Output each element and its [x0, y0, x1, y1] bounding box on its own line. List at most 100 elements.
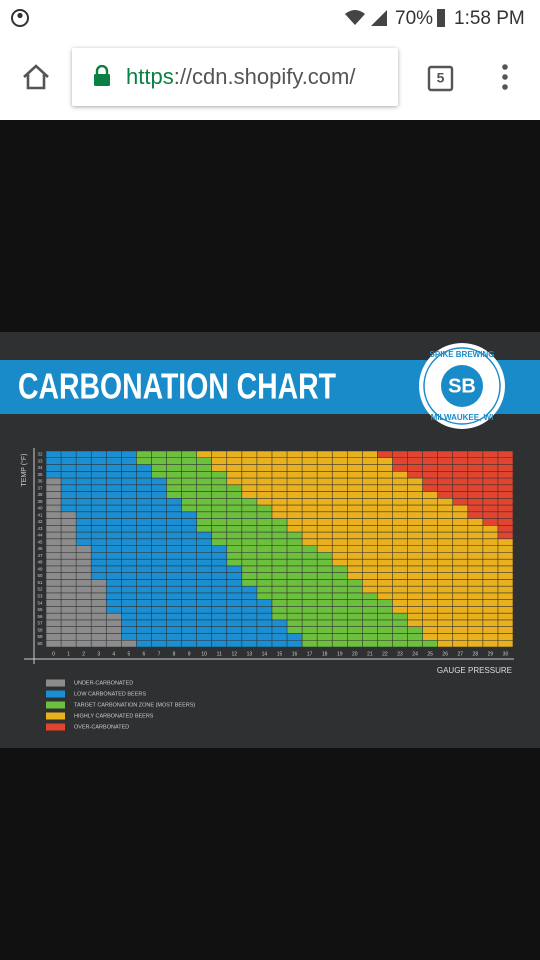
- y-axis-label: TEMP (°F): [20, 453, 28, 486]
- column-label: 14: [262, 651, 268, 657]
- row-label: 60: [37, 641, 43, 646]
- zone-cells: [407, 613, 513, 620]
- column-label: 11: [217, 651, 222, 657]
- row-label: 52: [37, 587, 43, 592]
- zone-cells: [166, 484, 242, 492]
- zone-cells: [437, 491, 513, 499]
- row-label: 39: [37, 499, 43, 504]
- zone-cells: [46, 565, 92, 573]
- column-label: 27: [457, 651, 463, 657]
- zone-cells: [46, 471, 152, 479]
- column-label: 22: [382, 651, 388, 657]
- zone-cells: [46, 633, 122, 641]
- column-label: 30: [503, 651, 509, 657]
- zone-cells: [287, 518, 483, 526]
- zone-cells: [91, 545, 227, 553]
- zone-cells: [437, 640, 513, 647]
- column-label: 29: [488, 651, 494, 657]
- row-label: 34: [37, 465, 43, 470]
- zone-cells: [181, 498, 257, 506]
- logo-inner: [441, 365, 483, 407]
- column-label: 7: [158, 651, 161, 657]
- zone-cells: [497, 525, 513, 533]
- column-label: 5: [127, 651, 130, 657]
- column-label: 9: [188, 651, 191, 657]
- row-label: 54: [37, 600, 43, 605]
- menu-dot[interactable]: [502, 64, 508, 70]
- zone-cells: [61, 478, 167, 485]
- zone-cells: [347, 565, 513, 573]
- row-label: 32: [37, 452, 43, 457]
- zone-cells: [121, 619, 288, 627]
- column-label: 4: [112, 651, 115, 657]
- zone-cells: [377, 592, 513, 600]
- row-label: 36: [37, 479, 43, 484]
- menu-dot[interactable]: [502, 84, 508, 90]
- legend-label: TARGET CARBONATION ZONE (MOST BEERS): [74, 702, 195, 708]
- zone-cells: [226, 559, 333, 566]
- zone-cells: [226, 552, 333, 560]
- toolbar-icons: 5: [23, 64, 508, 92]
- zone-cells: [196, 511, 272, 519]
- zone-cells: [497, 532, 513, 539]
- logo-initials: SB: [448, 375, 476, 397]
- zone-cells: [46, 491, 62, 499]
- zone-cells: [91, 559, 227, 566]
- battery-icon: [437, 9, 445, 27]
- column-label: 6: [143, 651, 146, 657]
- legend-swatch: [46, 701, 65, 709]
- row-label: 53: [37, 593, 43, 598]
- zone-cells: [241, 565, 348, 573]
- zone-cells: [271, 613, 408, 620]
- zone-cells: [46, 619, 122, 627]
- legend-swatch: [46, 723, 65, 731]
- zone-cells: [106, 599, 272, 607]
- zone-cells: [241, 491, 438, 499]
- zone-cells: [91, 552, 227, 560]
- zone-cells: [46, 478, 62, 485]
- column-label: 24: [412, 651, 418, 657]
- row-label: 41: [37, 512, 43, 517]
- zone-cells: [256, 586, 363, 593]
- column-label: 28: [473, 651, 479, 657]
- tabs-button[interactable]: [427, 65, 454, 92]
- zone-cells: [106, 579, 242, 587]
- row-label: 47: [37, 553, 43, 558]
- row-label: 45: [37, 539, 43, 544]
- column-label: 20: [352, 651, 358, 657]
- zone-cells: [241, 572, 348, 580]
- zone-cells: [166, 491, 242, 499]
- column-label: 12: [232, 651, 238, 657]
- menu-dot[interactable]: [502, 74, 508, 80]
- row-label: 42: [37, 519, 43, 524]
- column-label: 25: [427, 651, 433, 657]
- column-label: 2: [82, 651, 85, 657]
- x-axis-label: GAUGE PRESSURE: [437, 666, 512, 675]
- legend-swatch: [46, 679, 65, 687]
- row-label: 37: [37, 485, 43, 490]
- row-label: 33: [37, 458, 43, 463]
- logo-ring: [423, 347, 501, 425]
- row-label: 38: [37, 492, 43, 497]
- url-bar[interactable]: https://cdn.shopify.com/: [72, 48, 398, 106]
- row-label: 56: [37, 614, 43, 619]
- column-label: 1: [67, 651, 70, 657]
- column-label: 21: [367, 651, 373, 657]
- zone-cells: [302, 532, 498, 539]
- row-label: 43: [37, 526, 43, 531]
- zone-cells: [347, 572, 513, 580]
- zone-cells: [46, 552, 92, 560]
- zone-cells: [136, 457, 212, 465]
- home-button[interactable]: [23, 64, 49, 90]
- tab-count: 5: [437, 70, 445, 86]
- legend-swatch: [46, 690, 65, 698]
- chart-title: CARBONATION CHART: [18, 366, 336, 407]
- zone-cells: [61, 491, 167, 499]
- column-label: 8: [173, 651, 176, 657]
- zone-cells: [46, 613, 122, 620]
- url-scheme: https: [126, 64, 174, 89]
- zone-cells: [467, 511, 513, 519]
- zone-cells: [271, 505, 468, 512]
- row-label: 59: [37, 634, 43, 639]
- zone-cells: [317, 545, 513, 553]
